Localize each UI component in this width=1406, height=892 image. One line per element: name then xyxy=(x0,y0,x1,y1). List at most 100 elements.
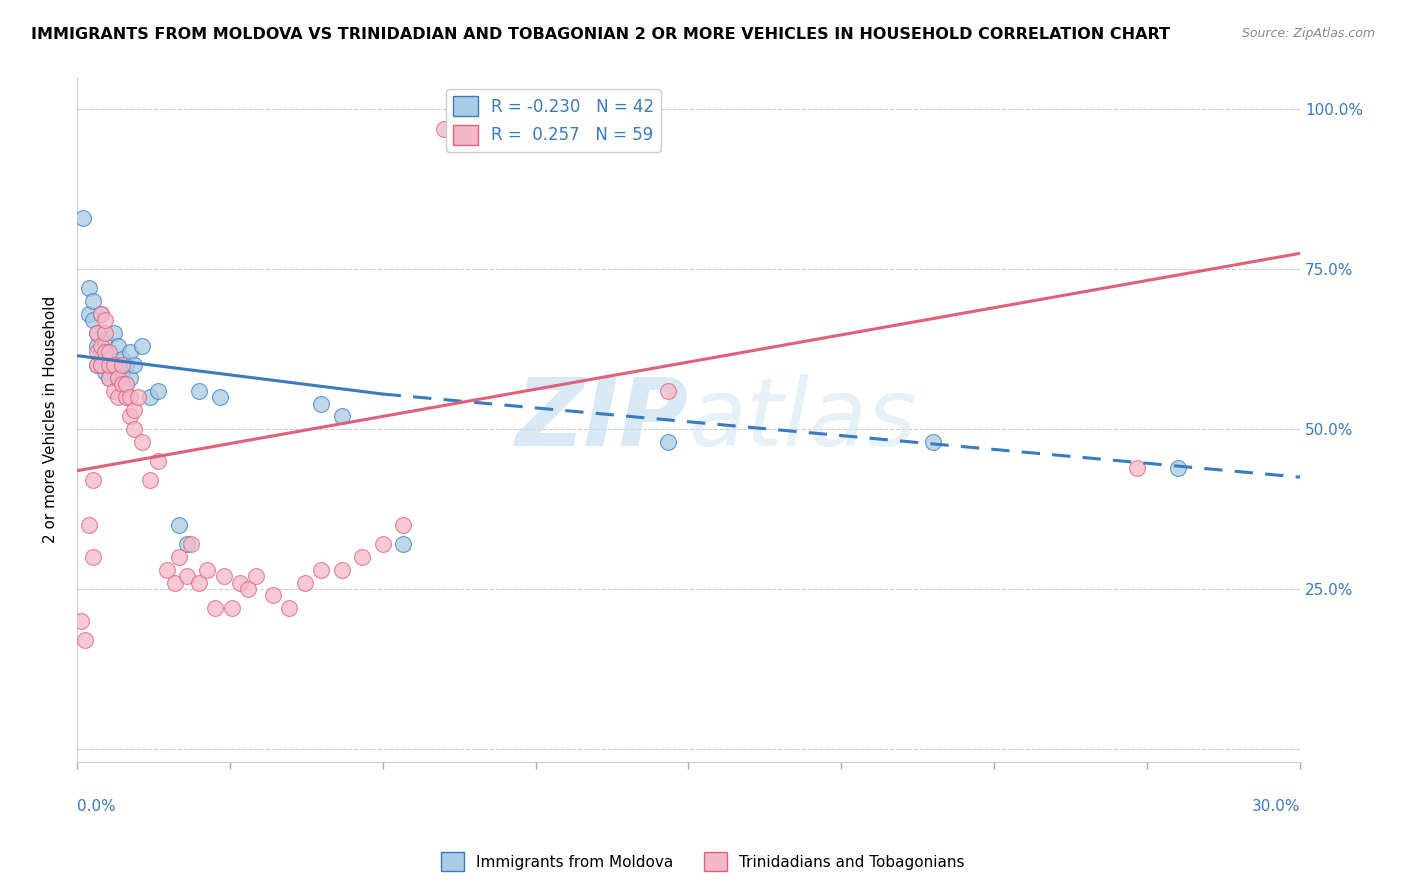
Point xyxy=(122,358,145,372)
Text: ZIP: ZIP xyxy=(516,374,689,466)
Point xyxy=(392,537,415,551)
Point xyxy=(245,569,267,583)
Point xyxy=(167,518,190,533)
Point xyxy=(111,351,134,366)
Text: IMMIGRANTS FROM MOLDOVA VS TRINIDADIAN AND TOBAGONIAN 2 OR MORE VEHICLES IN HOUS: IMMIGRANTS FROM MOLDOVA VS TRINIDADIAN A… xyxy=(31,27,1170,42)
Point xyxy=(70,614,93,628)
Point xyxy=(204,601,226,615)
Point xyxy=(77,518,100,533)
Point xyxy=(127,390,149,404)
Point xyxy=(82,550,104,565)
Point xyxy=(90,345,112,359)
Point xyxy=(188,384,211,398)
Point xyxy=(94,345,117,359)
Point xyxy=(922,435,945,450)
Point xyxy=(98,345,121,359)
Point xyxy=(90,307,112,321)
Point xyxy=(90,358,112,372)
Point xyxy=(94,326,117,341)
Point xyxy=(277,601,299,615)
Point xyxy=(82,294,104,309)
Text: 0.0%: 0.0% xyxy=(77,799,115,814)
Point xyxy=(94,365,117,379)
Point xyxy=(98,371,121,385)
Point xyxy=(155,563,177,577)
Point xyxy=(371,537,394,551)
Point xyxy=(114,377,136,392)
Point xyxy=(114,358,136,372)
Point xyxy=(131,435,153,450)
Point xyxy=(77,307,100,321)
Point xyxy=(98,345,121,359)
Point xyxy=(111,365,134,379)
Point xyxy=(148,384,170,398)
Point xyxy=(86,326,108,341)
Point xyxy=(208,390,231,404)
Text: atlas: atlas xyxy=(689,374,917,465)
Text: Source: ZipAtlas.com: Source: ZipAtlas.com xyxy=(1241,27,1375,40)
Point xyxy=(77,281,100,295)
Point xyxy=(118,345,141,359)
Point xyxy=(311,396,333,410)
Text: 30.0%: 30.0% xyxy=(1251,799,1301,814)
Point xyxy=(103,358,125,372)
Point xyxy=(73,633,96,648)
Point xyxy=(86,326,108,341)
Point xyxy=(107,371,129,385)
Point xyxy=(330,563,353,577)
Point xyxy=(221,601,243,615)
Point xyxy=(94,313,117,327)
Point xyxy=(103,326,125,341)
Point xyxy=(86,358,108,372)
Point xyxy=(118,409,141,424)
Point xyxy=(176,537,198,551)
Point xyxy=(1167,460,1189,475)
Point xyxy=(86,339,108,353)
Point xyxy=(111,358,134,372)
Point xyxy=(72,211,94,226)
Point xyxy=(98,358,121,372)
Point xyxy=(98,358,121,372)
Point xyxy=(107,371,129,385)
Point xyxy=(176,569,198,583)
Point xyxy=(86,358,108,372)
Point xyxy=(122,403,145,417)
Point xyxy=(86,345,108,359)
Point xyxy=(148,454,170,468)
Point xyxy=(262,589,284,603)
Point xyxy=(433,121,456,136)
Point xyxy=(94,333,117,347)
Point xyxy=(657,384,679,398)
Point xyxy=(453,115,475,129)
Point xyxy=(195,563,218,577)
Point xyxy=(107,339,129,353)
Point xyxy=(392,518,415,533)
Point xyxy=(139,474,162,488)
Point xyxy=(114,377,136,392)
Point xyxy=(167,550,190,565)
Point xyxy=(90,339,112,353)
Point xyxy=(330,409,353,424)
Point xyxy=(98,371,121,385)
Point xyxy=(294,575,316,590)
Point xyxy=(103,358,125,372)
Point xyxy=(163,575,186,590)
Point xyxy=(236,582,259,596)
Point xyxy=(114,390,136,404)
Point xyxy=(188,575,211,590)
Legend: Immigrants from Moldova, Trinidadians and Tobagonians: Immigrants from Moldova, Trinidadians an… xyxy=(434,847,972,877)
Point xyxy=(118,390,141,404)
Point xyxy=(107,390,129,404)
Legend: R = -0.230   N = 42, R =  0.257   N = 59: R = -0.230 N = 42, R = 0.257 N = 59 xyxy=(446,89,661,152)
Point xyxy=(107,358,129,372)
Y-axis label: 2 or more Vehicles in Household: 2 or more Vehicles in Household xyxy=(44,296,58,543)
Point xyxy=(229,575,252,590)
Point xyxy=(139,390,162,404)
Point xyxy=(352,550,374,565)
Point xyxy=(94,351,117,366)
Point xyxy=(82,474,104,488)
Point xyxy=(474,128,496,142)
Point xyxy=(90,358,112,372)
Point xyxy=(111,377,134,392)
Point xyxy=(212,569,235,583)
